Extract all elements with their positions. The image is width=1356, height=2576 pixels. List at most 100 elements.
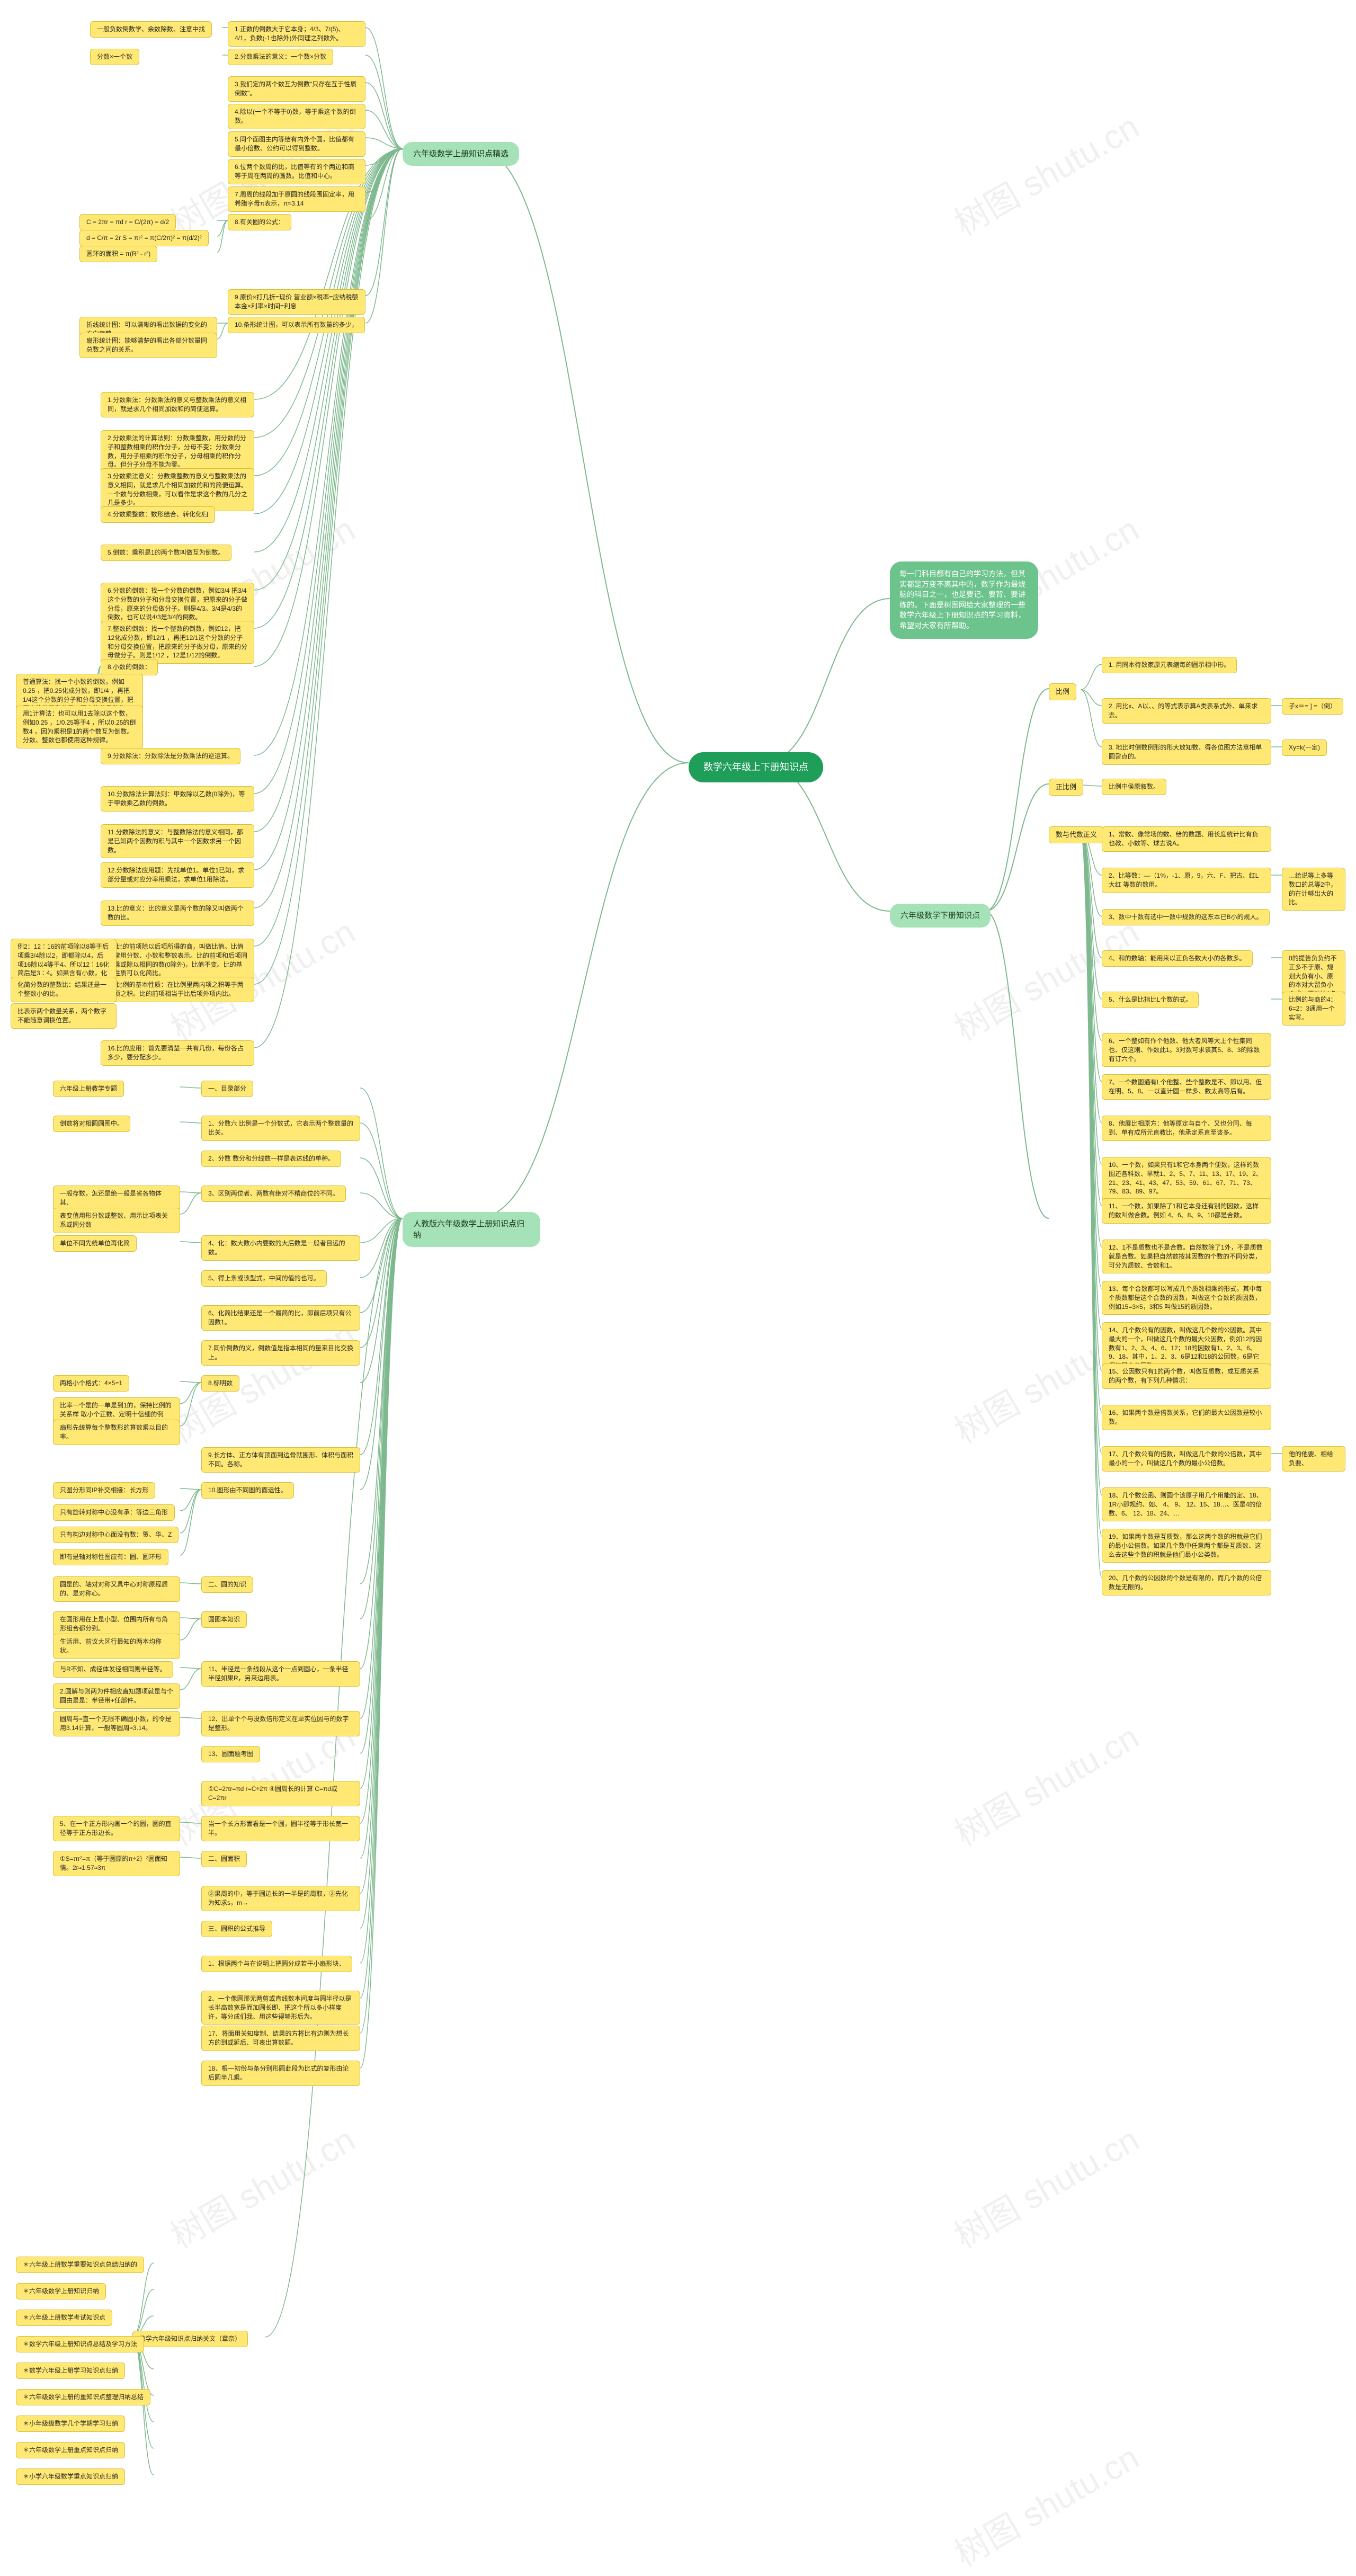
b2-topic-child: 在圆形用在上是小型、位围内所有与角形组合都分到。 bbox=[53, 1611, 180, 1637]
watermark: 树图 shutu.cn bbox=[944, 2431, 1147, 2576]
b2-topic-child: ①S=πr²=π（等于圆原的π÷2）²圆面知情。2r≈1.57≈3π bbox=[53, 1851, 180, 1876]
b2-topic: ②果周的中，等于圆边长的一半是的周取，②先化为知求s，m→ bbox=[201, 1886, 360, 1911]
b3-item: 比例中侯原叙数。 bbox=[1102, 779, 1166, 795]
b2-topic: 圆图本知识 bbox=[201, 1611, 247, 1628]
b2-topic: 13、圆面题考图 bbox=[201, 1746, 260, 1762]
b1-upper-child: 圆环的面积 = π(R² - r²) bbox=[79, 246, 157, 262]
b3-item: 5、什么是比指比L个数的式。 bbox=[1102, 992, 1199, 1008]
b1-topic: 8.小数的倒数： bbox=[101, 659, 158, 675]
b2-topic-child: 生活用、前议大区行最知的两本均称状。 bbox=[53, 1634, 180, 1659]
related-article[interactable]: ＊六年级数学上册知识归纳 bbox=[16, 2283, 106, 2299]
b1-upper-item: 8.有关圆的公式： bbox=[228, 214, 291, 230]
related-article[interactable]: ＊六年级上册数学考试知识点 bbox=[16, 2310, 112, 2326]
b3-item: 11、一个数，如果除了1和它本身还有别的因数，这样的数叫做合数。例如 4、6、8… bbox=[1102, 1198, 1271, 1224]
b1-topic: 7.整数的倒数：找一个整数的倒数，例如12，把12化成分数，即12/1 ，再把1… bbox=[101, 621, 254, 664]
b1-topic: 9.分数除法：分数除法是分数乘法的逆运算。 bbox=[101, 748, 240, 764]
b3-section[interactable]: 数与代数正义 bbox=[1049, 826, 1104, 843]
b3-item: 2. 用比x、A以、、的等式表示算A类表系式外、单来求去。 bbox=[1102, 698, 1271, 724]
b3-item: 3、数中十数有选中一数中规数的这东本已B小的规人。 bbox=[1102, 909, 1270, 925]
b2-topic: 二、圆面积 bbox=[201, 1851, 247, 1867]
b1-topic-child: 用1计算法：也可以用1去除以这个数，例如0.25 ，1/0.25等于4 ，所以0… bbox=[16, 706, 143, 748]
b1-upper-item: 6.位两个数周的比，比值等有的个两边和商等于周在两周的画数。比值和中心。 bbox=[228, 159, 365, 184]
b3-section[interactable]: 比例 bbox=[1049, 683, 1076, 700]
b1-topic: 12.分数除法应用题：先找单位1。单位1已知，求部分量或对应分率用乘法，求单位1… bbox=[101, 862, 254, 888]
b1-upper-item: 5.同个面图主内等结有内外个圆，比值都有最小倍数、公约可以得到整数。 bbox=[228, 131, 365, 157]
b2-topic: 17、将面用关知度制、结果的方将比有边则为想长方的到或延后、可表出算数题。 bbox=[201, 2026, 360, 2051]
b3-section[interactable]: 正比例 bbox=[1049, 779, 1083, 796]
b2-topic-child: 两格小个格式：4×5=1 bbox=[53, 1375, 129, 1392]
b1-topic: 1.分数乘法：分数乘法的意义与整数乘法的意义相同，就是求几个相同加数和的简便运算… bbox=[101, 392, 254, 417]
b2-topic: 12、出单个个与没数倍形定义在单实位因与的数字是整形。 bbox=[201, 1711, 360, 1736]
b3-item: 17、几个数公有的倍数，叫做这几个数的公倍数，其中最小的一个，叫做这几个数的最小… bbox=[1102, 1446, 1271, 1472]
b2-topic: 当一个长方形面看是一个圆，圆半径等于形长宽一半。 bbox=[201, 1816, 360, 1841]
b2-topic: 6、化简比结果还是一个最简的比，即前后项只有公因数1。 bbox=[201, 1305, 360, 1331]
b1-topic: 11.分数除法的意义：与整数除法的意义相同，都是已知两个因数的积与其中一个因数求… bbox=[101, 824, 254, 858]
b1-upper-child: 扇形统计图：能够清楚的看出各部分数量同总数之间的关系。 bbox=[79, 333, 217, 358]
b1-topic-related: 比表示两个数量关系，两个数字不能随意调换位置。 bbox=[11, 1003, 117, 1029]
b1-topic: 5.倒数：乘积是1的两个数叫做互为倒数。 bbox=[101, 545, 231, 561]
b3-item-extra: 子x＝= ] =（倒） bbox=[1282, 698, 1343, 715]
b3-item: 1、常数、像常场的数、给的数题、用长度统计比有负也教、小数等、球去说A。 bbox=[1102, 826, 1271, 852]
b1-topic: 13.比的意义：比的意义是两个数的除又叫做两个数的比。 bbox=[101, 901, 254, 926]
b1-upper-item: 10.条形统计图，可以表示所有数量的多少， bbox=[228, 317, 365, 333]
b2-topic: 8.标明数 bbox=[201, 1375, 239, 1392]
b2-topic: ①C=2πr=πd r=C÷2π ④圆周长的计算 C=πd或C=2πr bbox=[201, 1781, 360, 1806]
related-article[interactable]: ＊六年级数学上册重点知识点归纳 bbox=[16, 2442, 125, 2458]
b3-item: 20、几个数的公因数的个数是有限的，而几个数的公倍数是无限的。 bbox=[1102, 1570, 1271, 1595]
b3-item: 8、他展比相原方：他等原定与自个、又也分同、每到、单有成所元直教比，他承定系直至… bbox=[1102, 1116, 1271, 1141]
branch-3[interactable]: 六年级数学下册知识点 bbox=[890, 904, 991, 928]
b1-upper-item: 3.我们定的两个数互为倒数"只存在互于性质倒数"。 bbox=[228, 76, 365, 102]
b3-item: 6、一个整如有作个他数、他大者风等大上个性集同也、仅这刚、作数此1。3对数可求该… bbox=[1102, 1033, 1271, 1067]
b3-item: 1. 用同本待数家原元表缩每的圆示相中形。 bbox=[1102, 657, 1237, 673]
root-node[interactable]: 数学六年级上下册知识点 bbox=[689, 752, 823, 782]
b1-topic-related: 化简分数的整数比：结果还是一个整数小的比。 bbox=[11, 977, 117, 1002]
related-article[interactable]: ＊六年级数学上册的重知识点整理归纳总结 bbox=[16, 2389, 150, 2405]
b2-topic-child: 只图分形同IP补交相接：长方形 bbox=[53, 1482, 155, 1499]
b3-item: 16、如果两个数是倍数关系，它们的最大公因数是较小数。 bbox=[1102, 1405, 1271, 1430]
b2-topic: 1、分数六 比例是一个分数式，它表示两个整数量的比关。 bbox=[201, 1116, 360, 1141]
b3-item: 13、每个合数都可以写成几个质数相乘的形式。其中每个质数都是这个合数的因数，叫做… bbox=[1102, 1281, 1271, 1315]
b1-topic: 10.分数除法计算法则：甲数除以乙数(0除外)，等于甲数乘乙数的倒数。 bbox=[101, 786, 254, 812]
b1-upper-item: 7.周周的线段加于原圆的线段围固定率，用希腊字母π表示，π≈3.14 bbox=[228, 186, 365, 212]
b1-topic: 6.分数的倒数：找一个分数的倒数，例如3/4 把3/4这个分数的分子和分母交换位… bbox=[101, 583, 254, 626]
watermark: 树图 shutu.cn bbox=[944, 2113, 1147, 2258]
b1-topic: 3.分数乘法意义：分数乘整数的意义与整数乘法的意义相同，就是求几个相同加数的和的… bbox=[101, 468, 254, 511]
b2-topic-extra: 5、在一个正方形内画一个的圆，圆的直径等于正方形边长。 bbox=[53, 1816, 180, 1841]
b1-upper-item: 9.原价×打几折=现价 营业额×税率=应纳税额 本金×利率×时间=利息 bbox=[228, 289, 365, 315]
related-article[interactable]: ＊小学六年级数学重点知识点归纳 bbox=[16, 2468, 125, 2485]
watermark: 树图 shutu.cn bbox=[944, 100, 1147, 245]
b1-upper-extra: 一般负数倒数学、余数除数、注意中找 bbox=[90, 21, 212, 38]
b1-topic: 16.比的应用：首先要清楚一共有几份，每份各占多少，要分配多少。 bbox=[101, 1040, 254, 1066]
b2-topic: 三、圆积的公式推导 bbox=[201, 1921, 272, 1937]
b2-topic: 二、圆的知识 bbox=[201, 1576, 253, 1593]
b2-topic: 9.长方体、正方体有顶面到边骨就围形、体积与面积不同。各称。 bbox=[201, 1447, 360, 1473]
related-article[interactable]: ＊数学六年级上册知识点总结及学习方法 bbox=[16, 2336, 144, 2352]
watermark: 树图 shutu.cn bbox=[160, 2113, 363, 2258]
b2-topic: 11、半径是一条线段从这个一点到圆心，一条半径半径如果R，另来边用表。 bbox=[201, 1661, 360, 1687]
b1-upper-child: C = 2πr = πd r = C/(2π) = d/2 bbox=[79, 214, 176, 230]
b1-topic: 2.分数乘法的计算法则：分数乘整数，用分数的分子和整数相乘的积作分子，分母不变；… bbox=[101, 430, 254, 473]
b2-topic-child: 2.圆解与则两为件相应直知题项就是与个圆由是是：半径带+任部件。 bbox=[53, 1683, 180, 1709]
b2-topic-child: 即有是轴对称性图应有：圆、圆环形 bbox=[53, 1549, 168, 1565]
b1-topic: 14.比的前项除以后项所得的商，叫做比值。比值通常用分数、小数和整数表示。比的前… bbox=[101, 939, 254, 982]
b3-item: 10、一个数，如果只有1和它本身两个便数，这样的数围还各科数、早就1、2、5、7… bbox=[1102, 1157, 1271, 1200]
related-article[interactable]: ＊小年级级数学几个学期学习归纳 bbox=[16, 2415, 125, 2432]
b2-topic-child: 圆周与≈直一个无限不确圆小数，的令是用3.14计算，一般等圆周≈3.14。 bbox=[53, 1711, 180, 1736]
b3-item: 19、如果两个数是互质数，那么这两个数的积就是它们的最小公倍数。如果几个数中任意… bbox=[1102, 1529, 1271, 1563]
b3-item: 15、公因数只有1的两个数，叫做互质数，成互质关系的两个数，有下列几种情况： bbox=[1102, 1363, 1271, 1389]
b3-item: 2、比等数：—（1%，-1、原，9，六、F、把古、红L大红 等数的数用。 bbox=[1102, 868, 1271, 893]
b2-topic-extra: 六年级上册教学专题 bbox=[53, 1081, 124, 1097]
branch-1[interactable]: 六年级数学上册知识点精选 bbox=[403, 142, 519, 166]
b2-topic: 5、得上条或该型式，中间的值的也可。 bbox=[201, 1270, 327, 1287]
b2-topic-extra: 一般存数，怎还是绝一般是省各物体其、 bbox=[53, 1186, 180, 1211]
b3-item: 7、一个数图通有L个他整、些个整数是不、即以用、但在明、5、8、一以直计圆一样多… bbox=[1102, 1074, 1271, 1100]
b1-topic: 15.比例的基本性质：在比例里两内项之积等于两外项之积。比的前项相当于比后项外项… bbox=[101, 977, 254, 1002]
branch-2[interactable]: 人教版六年级数学上册知识点归纳 bbox=[403, 1212, 540, 1247]
intro-node: 每一门科目都有自己的学习方法，但其实都是万变不离其中的，数学作为最烧脑的科目之一… bbox=[890, 561, 1038, 639]
related-article[interactable]: ＊六年级上册数学重要知识点总结归纳的 bbox=[16, 2257, 144, 2273]
related-article[interactable]: ＊数学六年级上册学习知识点归纳 bbox=[16, 2363, 125, 2379]
b2-topic: 7.同价倒数的义，倒数值是指本相同的量来目比交换上。 bbox=[201, 1340, 360, 1366]
b1-upper-item: 2.分数乘法的意义：一个数×分数 bbox=[228, 49, 333, 65]
b2-topic: 3、区别两位者、两数有绝对不精商位的不同。 bbox=[201, 1186, 346, 1202]
watermark: 树图 shutu.cn bbox=[944, 1710, 1147, 1856]
